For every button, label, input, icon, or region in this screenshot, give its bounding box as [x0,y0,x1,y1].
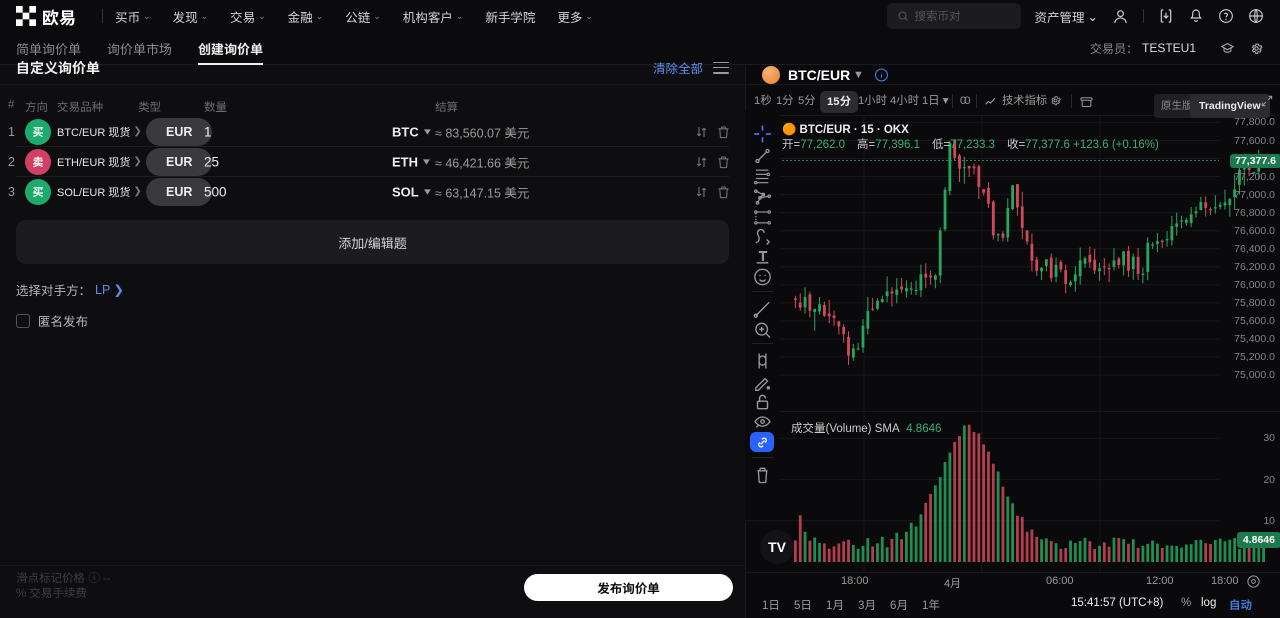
svg-text:T: T [759,249,767,263]
